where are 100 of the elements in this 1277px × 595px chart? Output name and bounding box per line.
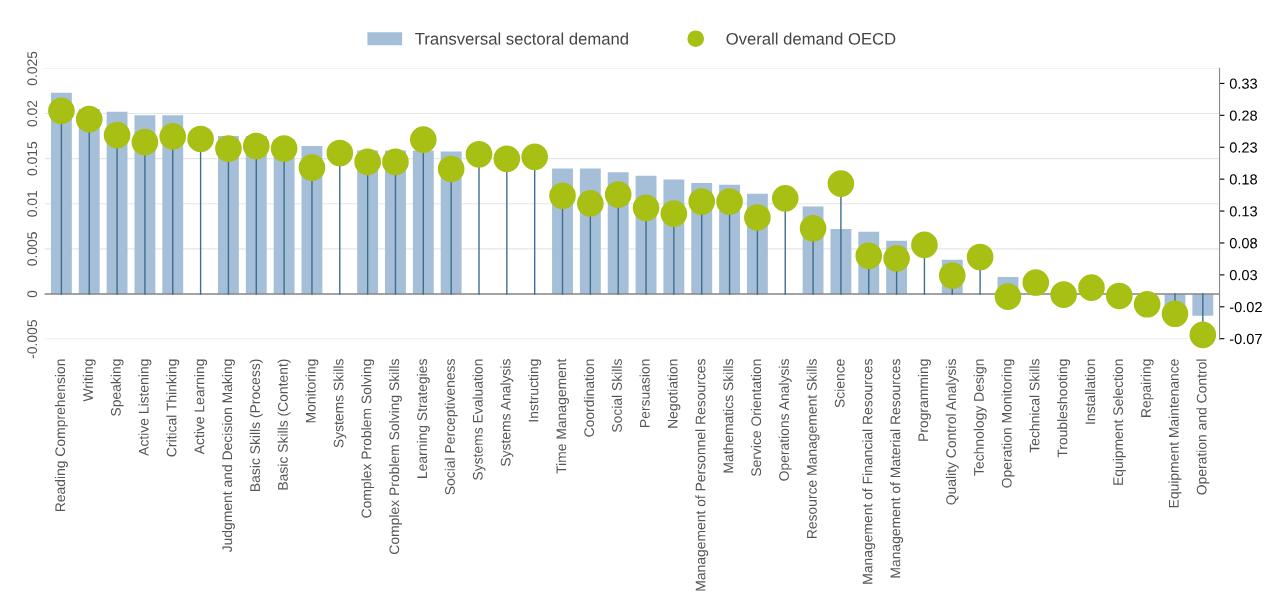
x-tick-label: Service Orientation [750,359,762,477]
x-tick-label: Social Perceptiveness [444,359,458,495]
x-tick-label: Installation [1085,359,1096,424]
point [1161,300,1189,328]
x-tick-label: Speaking [110,359,124,416]
x-tick-label: Science [834,359,845,408]
bar [412,150,434,295]
x-tick-label: Mathematics Skills [723,359,734,473]
x-tick-label: Management of Material Resources [890,359,904,578]
y-tick-label: 0 [27,290,38,298]
point [382,148,409,176]
point [744,204,771,231]
x-tick-label: Equipment Maintenance [1168,359,1182,508]
x-tick-label: Quality Control Analysis [945,359,959,505]
y2-tick-label: 0.33 [1229,78,1257,89]
point [1022,269,1050,296]
y2-tick-label: 0.13 [1229,206,1257,217]
x-tick-label: Critical Thinking [166,359,180,457]
y-tick-label: 0.025 [27,51,38,86]
point [437,155,465,183]
point [1078,274,1105,301]
point [159,123,187,150]
y-tick-label: -0.005 [27,320,38,359]
x-tick-label: Complex Problem Solving [361,359,375,518]
point [493,145,521,173]
point [48,97,75,125]
point [103,121,131,149]
point [1189,321,1217,349]
point [242,132,270,160]
point [966,243,994,271]
y2-tick-label: 0.23 [1229,142,1257,153]
point [1106,282,1133,310]
point [410,126,437,153]
x-tick-label: Persuasion [639,359,650,427]
point [632,194,660,222]
bar [830,229,852,295]
point [549,182,576,210]
point [354,148,381,176]
point [604,181,632,208]
x-tick-label: Learning Strategies [416,359,430,478]
point [855,242,883,270]
x-tick-label: Resource Management Skills [806,359,820,539]
x-tick-label: Writing [82,359,96,402]
x-tick-label: Operation and Control [1196,359,1210,495]
x-tick-label: Judgment and Decision Making [221,359,235,553]
y-tick-label: 0.005 [27,232,38,266]
point [298,154,326,181]
x-tick-label: Operations Analysis [778,359,792,481]
legend-label: Transversal sectoral demand [415,32,628,45]
x-tick-label: Basic Skills (Content) [277,359,291,490]
y2-tick-label: 0.03 [1229,269,1257,281]
point [270,135,298,162]
x-tick-label: Repairing [1140,359,1154,417]
x-tick-label: Complex Problem Solving Skills [389,359,402,554]
point [911,231,938,259]
y2-tick-label: 0.08 [1229,238,1258,249]
point [660,200,688,227]
point [799,214,827,242]
x-tick-label: Active Learning [194,359,208,455]
y2-tick-label: -0.07 [1229,333,1262,345]
x-tick-label: Troubleshooting [1057,359,1071,458]
x-tick-label: Social Skills [611,359,622,433]
point [326,139,354,167]
x-tick-label: Systems Analysis [500,359,514,467]
point [938,262,966,289]
x-tick-label: Systems Skills [333,359,347,448]
y-tick-label: 0.02 [27,100,38,127]
x-tick-label: Time Management [556,358,569,474]
y2-tick-label: 0.18 [1229,174,1258,185]
y2-tick-label: -0.02 [1229,301,1262,313]
x-tick-label: Technology Design [973,359,987,476]
point [827,170,855,197]
point [771,184,799,212]
point [187,125,214,153]
y-tick-label: 0.015 [27,141,38,176]
x-tick-label: Equipment Selection [1112,359,1126,485]
point [994,283,1022,310]
point [75,105,103,133]
x-tick-label: Reading Comprehension [54,359,68,512]
x-tick-label: Management of Financial Resources [862,359,876,584]
x-tick-label: Active Listening [138,359,152,456]
x-tick-label: Management of Personnel Resources [695,359,709,591]
point [1050,281,1077,308]
y-tick-label: 0.01 [27,190,38,217]
x-tick-label: Technical Skills [1029,359,1040,453]
x-tick-label: Monitoring [305,359,319,423]
point [716,188,743,215]
x-tick-label: Operation Monitoring [1001,359,1015,488]
point [1133,290,1161,318]
point [465,140,493,168]
point [688,188,716,215]
point [577,190,604,217]
point [131,128,159,156]
point [521,143,548,171]
y2-tick-label: 0.28 [1229,110,1258,121]
point [215,135,242,162]
point [883,244,910,272]
x-tick-label: Systems Evaluation [472,359,486,480]
x-tick-label: Basic Skills (Process) [249,359,263,491]
x-tick-label: Negotiation [667,359,681,428]
